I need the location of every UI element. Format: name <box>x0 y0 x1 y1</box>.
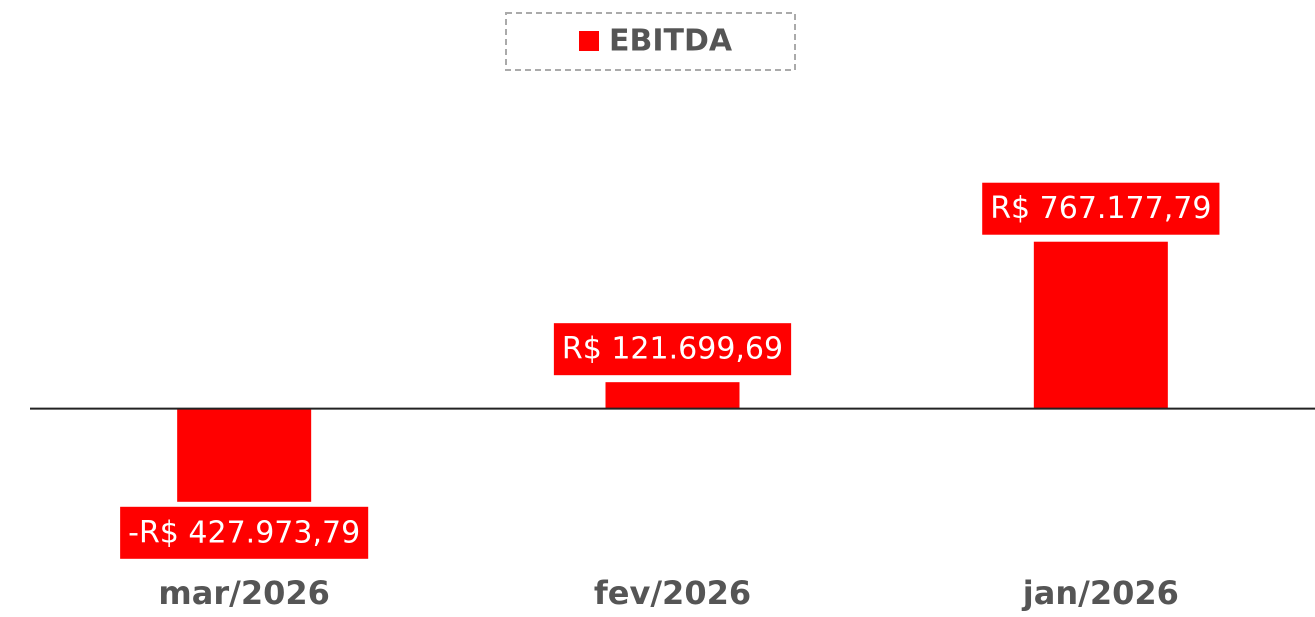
data-label-bg <box>553 323 792 376</box>
data-label: -R$ 427.973,79 <box>128 515 360 550</box>
data-label: R$ 121.699,69 <box>562 332 783 367</box>
bar <box>1033 241 1168 409</box>
x-tick-label: mar/2026 <box>158 574 329 612</box>
x-tick-label: jan/2026 <box>1021 574 1179 612</box>
x-tick-label: fev/2026 <box>594 574 751 612</box>
bar <box>605 382 740 409</box>
legend-swatch <box>579 31 599 51</box>
legend-box <box>505 12 796 71</box>
bar <box>177 408 312 502</box>
data-label-bg <box>982 182 1220 235</box>
data-label: R$ 767.177,79 <box>990 191 1211 226</box>
data-label-bg <box>120 506 369 559</box>
legend-label: EBITDA <box>609 24 733 59</box>
